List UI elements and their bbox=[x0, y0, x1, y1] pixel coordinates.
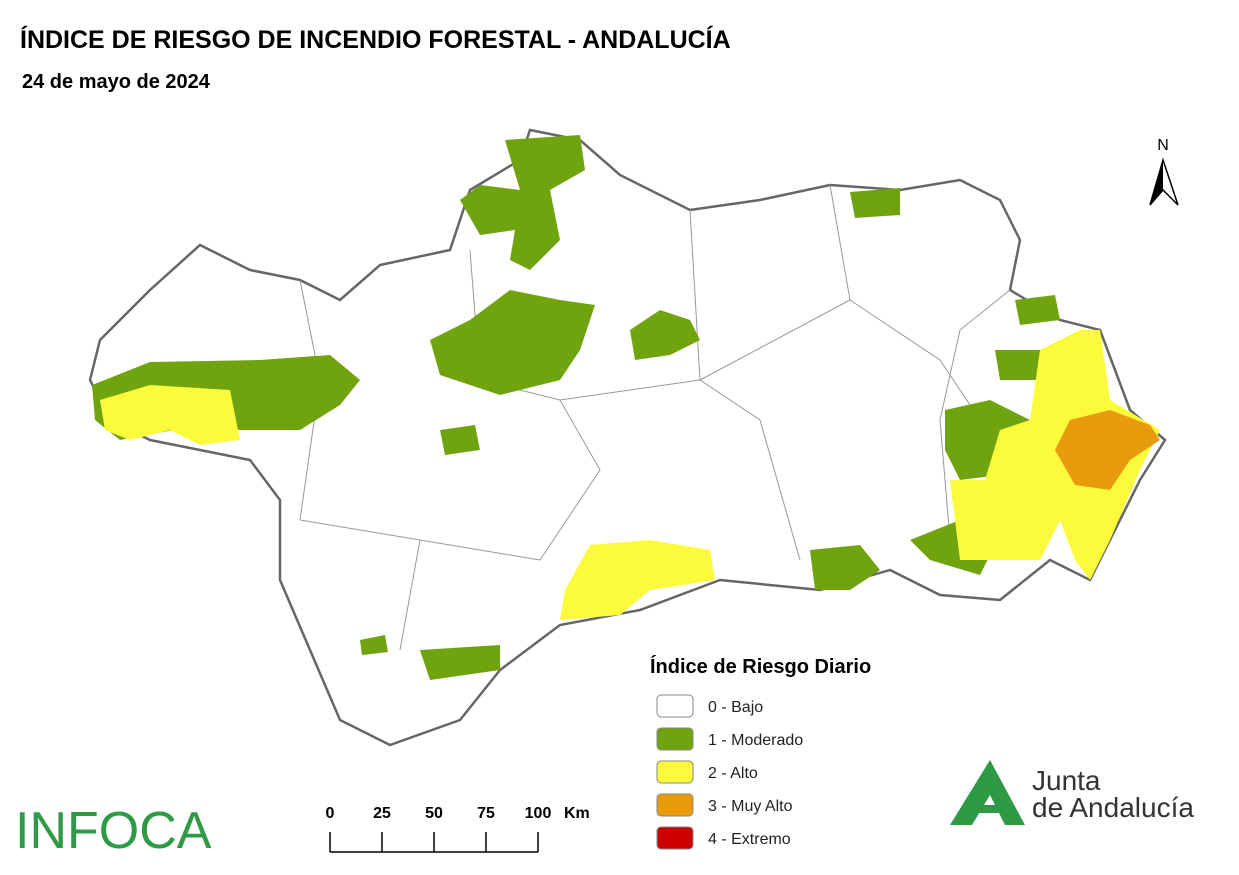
risk-alto bbox=[100, 330, 1160, 620]
legend-swatch bbox=[656, 727, 694, 751]
scale-label: 100 bbox=[525, 805, 552, 822]
junta-logo: Junta de Andalucía bbox=[950, 760, 1194, 825]
junta-line2: de Andalucía bbox=[1032, 792, 1194, 823]
legend-label: 3 - Muy Alto bbox=[708, 798, 793, 815]
legend-swatch bbox=[656, 793, 694, 817]
risk-muy-alto bbox=[1055, 410, 1160, 490]
legend-label: 1 - Moderado bbox=[708, 732, 803, 749]
map bbox=[88, 128, 1167, 747]
legend: Índice de Riesgo Diario 0 - Bajo 1 - Mode… bbox=[650, 655, 871, 850]
legend-label: 2 - Alto bbox=[708, 765, 758, 782]
legend-label: 4 - Extremo bbox=[708, 831, 791, 848]
legend-swatch bbox=[656, 826, 694, 850]
junta-line1: Junta bbox=[1032, 765, 1101, 796]
north-label: N bbox=[1157, 137, 1169, 154]
infoca-logo: INFOCA bbox=[15, 802, 212, 860]
north-arrow: N bbox=[1149, 137, 1179, 206]
scale-label: 25 bbox=[373, 805, 391, 822]
legend-label: 0 - Bajo bbox=[708, 699, 763, 716]
legend-swatch bbox=[656, 760, 694, 784]
scale-label: 75 bbox=[477, 805, 495, 822]
region-outline bbox=[88, 128, 1167, 747]
title: ÍNDICE DE RIESGO DE INCENDIO FORESTAL - … bbox=[20, 25, 731, 54]
date: 24 de mayo de 2024 bbox=[22, 71, 211, 93]
scale-unit: Km bbox=[564, 805, 590, 822]
legend-title: Índice de Riesgo Diario bbox=[650, 655, 871, 678]
scale-label: 0 bbox=[326, 805, 335, 822]
scale-bar: 0 25 50 75 100 Km bbox=[326, 805, 590, 853]
legend-swatch bbox=[656, 694, 694, 718]
scale-label: 50 bbox=[425, 805, 443, 822]
